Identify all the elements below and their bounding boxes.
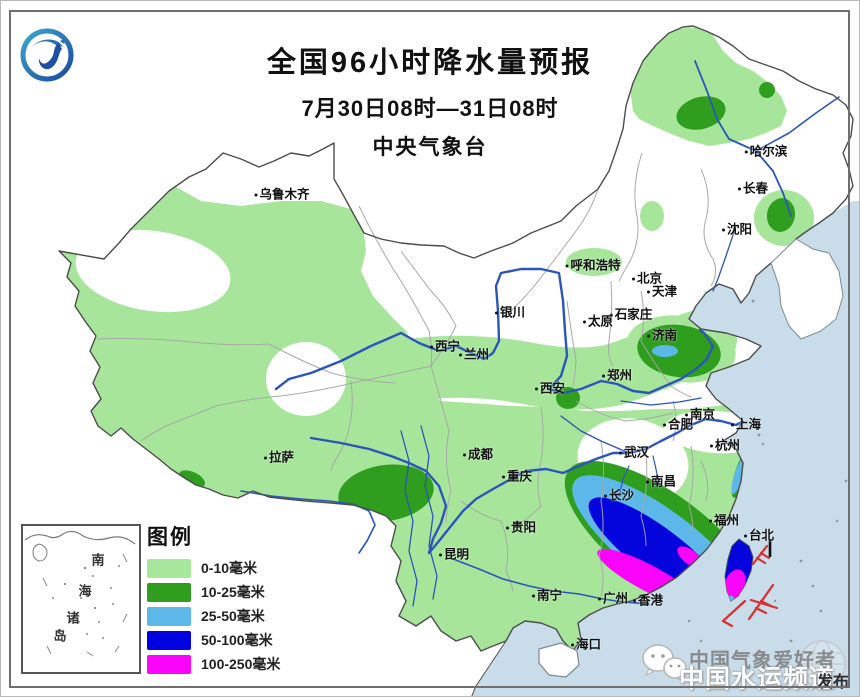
city-label: 石家庄 — [610, 304, 653, 323]
city-label: 哈尔滨 — [745, 141, 788, 160]
legend-item: 0-10毫米 — [147, 558, 280, 578]
city-label: 太原 — [583, 311, 613, 330]
watermark: 中国气象爱好者 中国水运频道 发布 — [601, 626, 856, 693]
map-header: 全国96小时降水量预报 7月30日08时—31日08时 中央气象台 — [1, 39, 859, 161]
city-label: 武汉 — [619, 442, 649, 461]
legend-item-label: 10-25毫米 — [201, 584, 265, 600]
sea-area — [471, 201, 859, 696]
city-label: 乌鲁木齐 — [254, 184, 309, 203]
wechat-icon — [641, 644, 687, 687]
legend-rows: 0-10毫米 10-25毫米 25-50毫米 50-100毫米 100-250毫米 — [147, 558, 280, 674]
inset-map-art — [24, 530, 136, 657]
city-label: 广州 — [598, 588, 628, 607]
korea-peninsula — [770, 238, 844, 340]
legend-item: 100-250毫米 — [147, 654, 280, 674]
legend-item: 10-25毫米 — [147, 582, 280, 602]
typhoon-barb-icon — [721, 544, 779, 628]
hainan-island — [538, 642, 580, 678]
city-label: 西安 — [535, 378, 565, 397]
city-label: 杭州 — [710, 435, 740, 454]
inset-label-char: 海 — [78, 583, 92, 599]
legend-color-swatch — [147, 606, 191, 626]
city-label: 长春 — [738, 178, 768, 197]
legend-item: 50-100毫米 — [147, 630, 280, 650]
dragon-logo-icon — [18, 25, 76, 88]
city-label: 重庆 — [502, 466, 532, 485]
city-label: 长沙 — [604, 485, 634, 504]
legend: 图例 0-10毫米 10-25毫米 25-50毫米 50-100毫米 100-250毫米 — [147, 521, 280, 678]
city-label: 成都 — [463, 444, 493, 463]
city-label: 香港 — [633, 590, 663, 609]
legend-color-swatch — [147, 582, 191, 602]
city-label: 昆明 — [439, 544, 469, 563]
forecast-period: 7月30日08时—31日08时 — [301, 96, 559, 121]
city-label: 天津 — [647, 281, 677, 300]
legend-item-label: 25-50毫米 — [201, 608, 265, 624]
city-label: 海口 — [571, 634, 601, 653]
page-title: 全国96小时降水量预报 — [266, 47, 594, 79]
city-label: 呼和浩特 — [565, 255, 620, 274]
city-label: 上海 — [731, 414, 761, 433]
city-label: 贵阳 — [506, 517, 536, 536]
inset-label-char: 诸 — [66, 610, 80, 626]
city-label: 南宁 — [532, 585, 562, 604]
legend-item-label: 50-100毫米 — [201, 632, 273, 648]
inset-label-char: 岛 — [53, 628, 67, 644]
watermark-water-channel: 中国水运频道 — [679, 665, 836, 693]
legend-color-swatch — [147, 558, 191, 578]
city-label: 西宁 — [430, 336, 460, 355]
city-label: 沈阳 — [722, 219, 752, 238]
legend-item-label: 0-10毫米 — [201, 560, 258, 576]
legend-item-label: 100-250毫米 — [201, 656, 281, 672]
city-label: 南昌 — [646, 471, 676, 490]
legend-item: 25-50毫米 — [147, 606, 280, 626]
country-border — [58, 25, 854, 696]
inset-label-char: 南 — [91, 552, 105, 568]
city-label: 南京 — [685, 404, 715, 423]
legend-color-swatch — [147, 654, 191, 674]
city-label: 福州 — [709, 510, 739, 529]
watermark-weather-fans: 中国气象爱好者 — [689, 650, 836, 672]
watermark-publish: 发布 — [817, 674, 850, 691]
city-label: 拉萨 — [264, 447, 294, 466]
city-label: 台北 — [744, 525, 774, 544]
province-borders — [96, 152, 717, 597]
small-islands — [687, 299, 848, 671]
legend-title: 图例 — [147, 526, 193, 549]
city-label: 银川 — [495, 302, 525, 321]
legend-color-swatch — [147, 630, 191, 650]
south-china-sea-inset: 南 海 诸 岛 — [21, 524, 141, 674]
city-label: 济南 — [647, 325, 677, 344]
city-label: 兰州 — [459, 344, 489, 363]
city-label: 郑州 — [602, 365, 632, 384]
issuing-agency: 中央气象台 — [372, 136, 488, 159]
